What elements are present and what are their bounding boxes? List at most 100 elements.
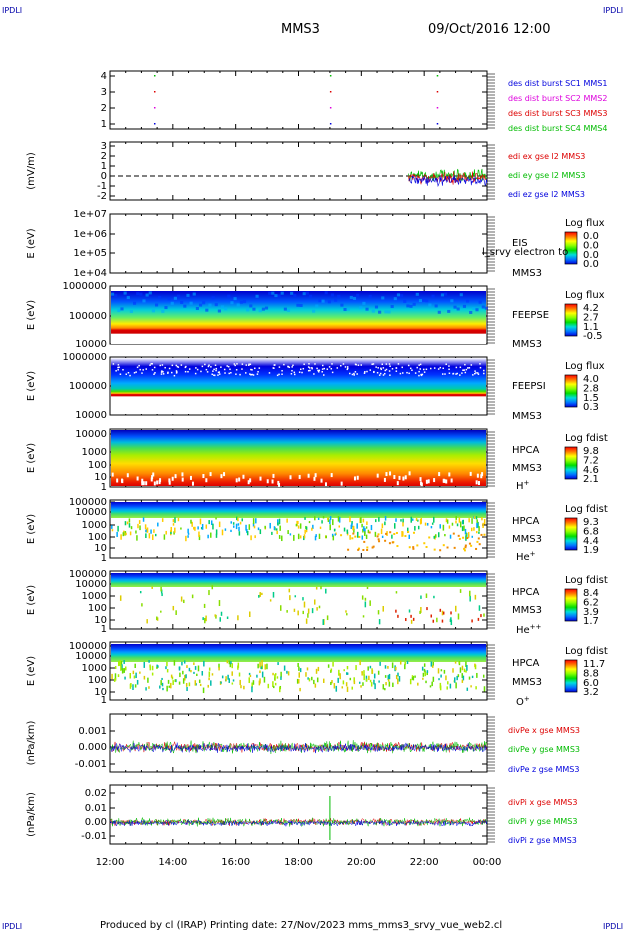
hpca_o-scatter	[237, 662, 240, 668]
y-tick-label: 1e+04	[73, 268, 107, 279]
feepse-texture	[403, 299, 407, 303]
feepse-texture	[252, 307, 256, 311]
feepsi-speckle	[125, 373, 128, 375]
feepse-texture	[393, 297, 397, 301]
x-tick-label: 22:00	[410, 857, 439, 868]
hpca_he-scatter	[215, 517, 217, 520]
feepse-texture	[280, 291, 284, 295]
colorbar-value: 11.7	[583, 659, 605, 670]
feepsi-speckle	[441, 373, 444, 375]
hpca_he-scatter	[433, 535, 435, 539]
hpca_o-scatter	[465, 661, 467, 667]
hpca_o-scatter	[190, 669, 192, 673]
hpca-h-gap	[314, 473, 317, 478]
hpca-h-gap	[249, 478, 252, 483]
hpca_o-scatter	[149, 666, 152, 671]
hpca_he-scatter	[172, 519, 175, 523]
y-tick-label: 100	[88, 603, 107, 614]
species-label: H+	[516, 479, 530, 492]
feepsi-speckle	[290, 373, 293, 375]
hpca_o-scatter	[306, 667, 309, 671]
feepsi-speckle	[149, 364, 151, 366]
hpca_o-scatter	[430, 661, 433, 667]
hpca_he-scatter	[322, 516, 325, 519]
hpca_o-scatter	[238, 672, 241, 677]
hpca_o-scatter	[273, 685, 275, 689]
feepse-texture	[151, 309, 155, 313]
feepsi-speckle	[321, 371, 323, 373]
hpca_hepp-scatter	[474, 594, 477, 600]
hpca_o-scatter	[404, 661, 406, 666]
hpca_o-scatter	[185, 674, 187, 679]
hpca_o-scatter	[251, 686, 253, 693]
feepsi-speckle	[354, 371, 357, 373]
hpca_he-scatter	[471, 535, 474, 538]
feepsi-speckle	[356, 373, 358, 375]
hpca-he-dispersion	[366, 549, 369, 552]
hpca_hepp-scatter	[303, 601, 306, 608]
hpca_he-scatter	[361, 523, 363, 528]
divpe-z-series	[109, 742, 488, 754]
feepsi-speckle	[249, 373, 251, 375]
hpca_he-scatter	[255, 518, 257, 524]
feepsi-speckle	[314, 363, 316, 365]
hpca_he-scatter	[218, 521, 221, 528]
instrument-label: MMS3	[512, 411, 542, 422]
hpca_hepp-scatter	[160, 610, 162, 613]
hpca_he-scatter	[124, 521, 127, 526]
hpca_he-scatter	[481, 517, 483, 521]
hpca_o-scatter	[387, 679, 390, 682]
legend-divpi: divPi x gse MMS3	[508, 798, 577, 807]
hpca_o-scatter	[114, 673, 117, 679]
feepsi-speckle	[245, 364, 248, 366]
hpca_o-scatter	[248, 672, 251, 675]
hpca-hepp-red	[405, 618, 407, 622]
hpca_o-scatter	[358, 681, 361, 684]
hpca_hepp-scatter	[469, 590, 471, 597]
hpca_o-scatter	[121, 668, 124, 674]
y-tick-label: 10000	[75, 651, 107, 662]
hpca_hepp-scatter	[302, 610, 304, 615]
hpca_he-scatter	[246, 530, 249, 536]
feepsi-speckle	[421, 373, 424, 376]
hpca_o-scatter	[181, 661, 183, 666]
feepse-texture	[208, 303, 212, 307]
hpca-he-dispersion	[468, 542, 471, 545]
hpca_o-scatter	[188, 682, 191, 687]
hpca_o-scatter	[119, 660, 121, 666]
feepse-texture	[195, 307, 199, 311]
hpca_o-scatter	[323, 678, 325, 683]
colorbar-value: 1.5	[583, 393, 599, 404]
feepse-texture	[412, 302, 416, 306]
burst-point	[153, 107, 156, 109]
feepsi-speckle	[464, 371, 467, 374]
hpca_hepp-scatter	[146, 619, 148, 624]
hpca_o-scatter	[231, 663, 233, 669]
feepse-texture	[315, 304, 319, 308]
hpca-h-gap	[189, 475, 192, 480]
hpca-h-gap	[136, 476, 139, 481]
feepsi-speckle	[302, 367, 305, 370]
feepsi-speckle	[408, 372, 410, 375]
feepse-texture	[312, 309, 316, 313]
hpca-h-gap	[271, 479, 274, 484]
feepse-texture	[387, 310, 391, 314]
hpca_he-scatter	[116, 531, 118, 537]
feepse-texture	[217, 309, 221, 313]
feepsi-speckle	[180, 364, 183, 366]
hpca_he-scatter	[120, 534, 122, 540]
hpca-he-dispersion	[358, 535, 361, 538]
hpca_o-scatter	[382, 684, 385, 690]
feepse-texture	[132, 301, 137, 305]
hpca_o-scatter	[404, 663, 406, 670]
feepsi-speckle	[301, 371, 303, 374]
hpca_hepp-scatter	[219, 617, 221, 622]
hpca-hepp-red	[441, 619, 444, 623]
hpca_hepp-scatter	[425, 593, 428, 598]
y-tick-label: 0.01	[85, 803, 107, 814]
hpca_he-scatter	[278, 518, 281, 525]
hpca-he-dispersion	[428, 536, 431, 539]
hpca_he-scatter	[157, 522, 159, 527]
feepse-texture	[183, 304, 187, 308]
feepsi-speckle	[272, 367, 275, 369]
